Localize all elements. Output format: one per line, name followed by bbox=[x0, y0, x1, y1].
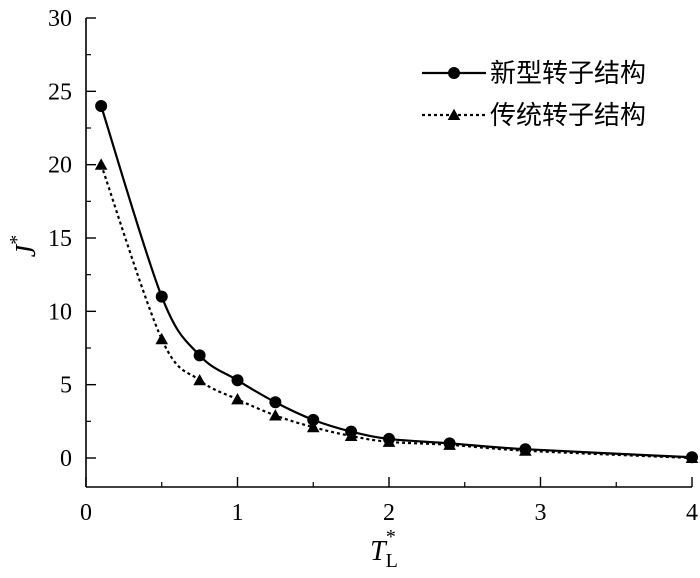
y-tick-label: 30 bbox=[48, 6, 72, 32]
triangle-marker bbox=[155, 332, 169, 345]
y-tick-label: 0 bbox=[60, 446, 72, 472]
series-2-line bbox=[100, 164, 693, 460]
legend-item-2: 传统转子结构 bbox=[422, 101, 646, 131]
triangle-marker bbox=[382, 435, 396, 447]
series-2 bbox=[94, 158, 699, 464]
circle-marker bbox=[307, 413, 320, 426]
y-tick-label: 20 bbox=[48, 153, 72, 179]
x-tick-label: 2 bbox=[383, 500, 395, 526]
legend-triangle-marker bbox=[447, 108, 461, 121]
x-axis-label: TL* bbox=[370, 526, 398, 572]
triangle-marker bbox=[306, 420, 320, 433]
series-1 bbox=[95, 100, 698, 464]
y-axis-label-sup: * bbox=[6, 235, 28, 245]
x-tick-label: 0 bbox=[80, 500, 92, 526]
series bbox=[94, 100, 699, 464]
y-tick-label: 10 bbox=[48, 299, 72, 325]
circle-marker bbox=[193, 349, 206, 362]
triangle-marker bbox=[443, 438, 456, 450]
triangle-marker bbox=[94, 158, 108, 170]
circle-marker bbox=[155, 290, 168, 303]
legend-circle-marker bbox=[448, 67, 460, 79]
triangle-marker bbox=[269, 409, 282, 421]
y-tick-label: 25 bbox=[48, 79, 72, 105]
triangle-marker bbox=[193, 373, 206, 386]
series-1-line bbox=[100, 105, 693, 459]
x-axis-label-sup: * bbox=[386, 526, 396, 548]
circle-marker bbox=[95, 100, 108, 112]
triangle-marker bbox=[519, 444, 532, 456]
y-axis-label: J* bbox=[6, 235, 42, 257]
x-axis-label-sub: L bbox=[386, 550, 398, 572]
legend-label: 新型转子结构 bbox=[490, 59, 646, 89]
triangle-marker bbox=[344, 429, 358, 442]
x-tick-label: 4 bbox=[686, 500, 698, 526]
legend-item-1: 新型转子结构 bbox=[422, 59, 646, 89]
triangle-marker bbox=[231, 393, 244, 405]
ticks: 0 5 10 15 20 25 30 0 1 2 3 4 bbox=[48, 6, 698, 526]
y-tick-label: 5 bbox=[60, 373, 72, 399]
triangle-marker bbox=[685, 451, 699, 464]
legend-label: 传统转子结构 bbox=[490, 101, 646, 131]
circle-marker bbox=[269, 396, 282, 409]
x-tick-label: 3 bbox=[535, 500, 547, 526]
y-tick-label: 15 bbox=[48, 226, 72, 252]
circle-marker bbox=[231, 374, 244, 387]
x-tick-label: 1 bbox=[232, 500, 244, 526]
